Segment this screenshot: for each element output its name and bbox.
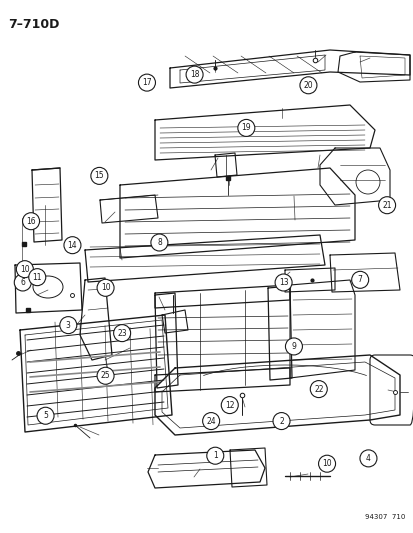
Text: 10: 10	[321, 459, 331, 468]
Circle shape	[14, 274, 31, 291]
Text: 16: 16	[26, 217, 36, 225]
Circle shape	[299, 77, 316, 94]
Text: 3: 3	[66, 321, 71, 329]
Circle shape	[377, 197, 395, 214]
Text: 10: 10	[100, 284, 110, 292]
Circle shape	[206, 447, 223, 464]
Text: 20: 20	[303, 81, 313, 90]
Text: 23: 23	[117, 329, 127, 337]
Circle shape	[185, 66, 203, 83]
Text: 11: 11	[33, 273, 42, 281]
Text: 22: 22	[313, 385, 323, 393]
Circle shape	[97, 367, 114, 384]
Circle shape	[22, 213, 40, 230]
Circle shape	[28, 269, 46, 286]
Circle shape	[351, 271, 368, 288]
Text: 25: 25	[100, 372, 110, 380]
Circle shape	[202, 413, 219, 430]
Circle shape	[59, 317, 77, 334]
Text: 12: 12	[225, 401, 234, 409]
Text: 10: 10	[20, 265, 30, 273]
Text: 6: 6	[20, 278, 25, 287]
Circle shape	[359, 450, 376, 467]
Circle shape	[274, 274, 292, 291]
Circle shape	[318, 455, 335, 472]
Text: 14: 14	[67, 241, 77, 249]
Text: 9: 9	[291, 342, 296, 351]
Circle shape	[37, 407, 54, 424]
Text: 4: 4	[365, 454, 370, 463]
Circle shape	[16, 261, 33, 278]
Text: 7: 7	[357, 276, 362, 284]
Text: 1: 1	[212, 451, 217, 460]
Circle shape	[150, 234, 168, 251]
Text: 18: 18	[190, 70, 199, 79]
Text: 19: 19	[241, 124, 251, 132]
Circle shape	[272, 413, 290, 430]
Circle shape	[90, 167, 108, 184]
Circle shape	[221, 397, 238, 414]
Text: 21: 21	[382, 201, 391, 209]
Circle shape	[237, 119, 254, 136]
Circle shape	[64, 237, 81, 254]
Text: 5: 5	[43, 411, 48, 420]
Text: 13: 13	[278, 278, 288, 287]
Text: 8: 8	[157, 238, 161, 247]
Circle shape	[309, 381, 327, 398]
Text: 2: 2	[278, 417, 283, 425]
Circle shape	[97, 279, 114, 296]
Text: 7–710D: 7–710D	[8, 18, 59, 31]
Circle shape	[285, 338, 302, 355]
Text: 94307  710: 94307 710	[364, 514, 404, 520]
Circle shape	[138, 74, 155, 91]
Text: 17: 17	[142, 78, 152, 87]
Text: 15: 15	[94, 172, 104, 180]
Text: 24: 24	[206, 417, 216, 425]
Circle shape	[113, 325, 131, 342]
